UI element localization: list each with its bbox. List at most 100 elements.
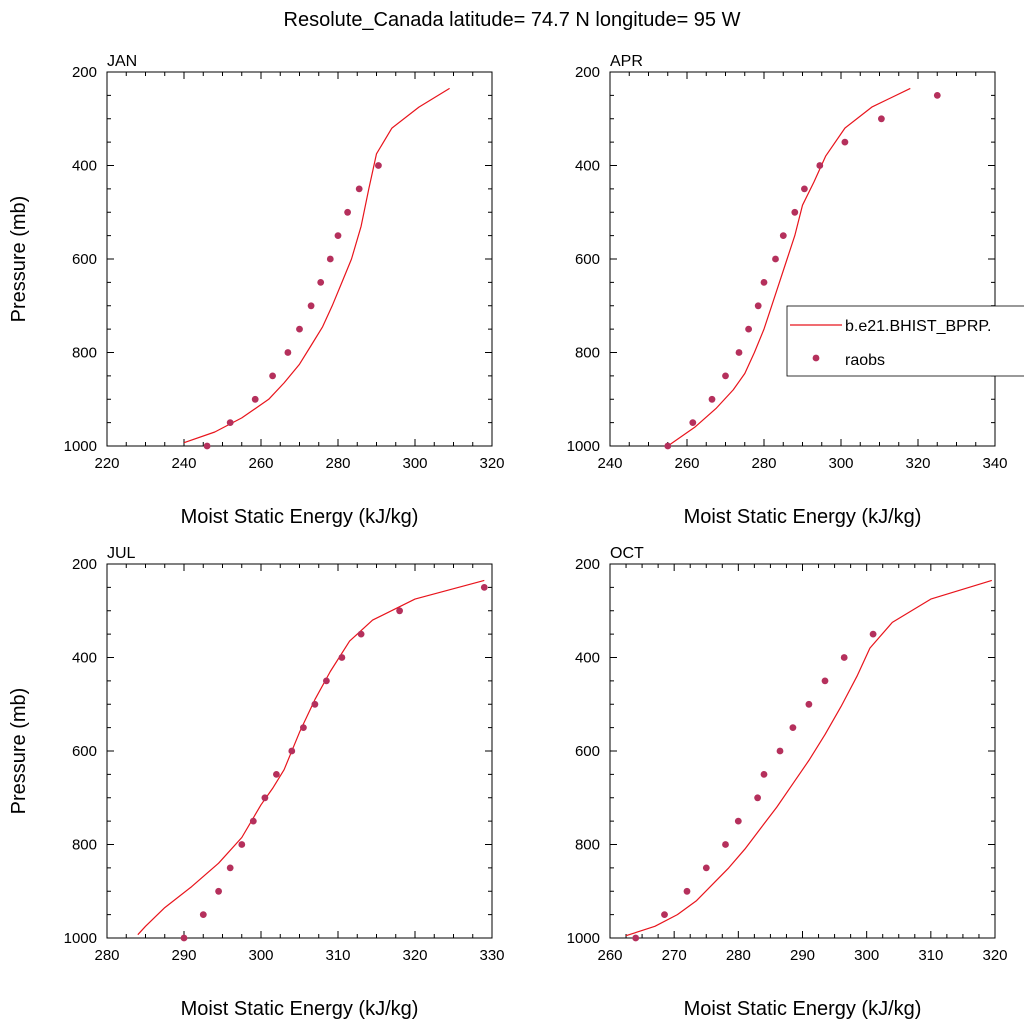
x-tick-label: 320 [479,455,504,472]
raobs-point [683,887,691,895]
raobs-point [722,841,729,848]
raobs-point [480,584,488,591]
y-tick-label: 200 [575,556,600,573]
panel-oct: OCT 260 270 280 290 300 310 320 200 400 600 800 1000… [567,545,1008,1020]
model-series-line [183,87,450,444]
x-tick-label: 240 [171,455,196,472]
raobs-point [323,677,330,685]
x-tick-label: 260 [674,455,699,472]
x-axis-label: Moist Static Energy (kJ/kg) [181,506,419,528]
raobs-point [334,232,342,240]
x-tick-label: 270 [662,947,687,964]
y-tick-label: 1000 [567,438,600,455]
raobs-point [300,724,307,731]
x-tick-label: 300 [248,947,273,964]
legend-model-label: b.e21.BHIST_BPRP. [845,318,991,335]
raobs-point [199,911,207,918]
raobs-point [702,864,710,872]
model-series-line [137,579,485,936]
raobs-point [745,325,752,333]
y-tick-label: 800 [72,837,97,854]
legend-raobs-label: raobs [845,352,885,369]
raobs-point [933,92,941,99]
x-tick-label: 320 [402,947,427,964]
raobs-point [396,607,403,615]
raobs-point [722,372,729,380]
raobs-point [326,255,334,263]
x-tick-label: 310 [325,947,350,964]
y-tick-label: 600 [72,251,97,268]
y-tick-label: 1000 [64,930,97,947]
panel-label: JUL [107,545,136,562]
x-axis-label: Moist Static Energy (kJ/kg) [684,998,922,1020]
raobs-point [317,279,325,286]
y-tick-label: 200 [72,64,97,81]
y-tick-label: 1000 [64,438,97,455]
raobs-point [869,630,877,638]
raobs-point [760,771,768,778]
panels-group: JAN 220 240 260 280 300 320 200 400 600 800 1000 Moi… [8,53,1008,1020]
x-tick-label: 290 [790,947,815,964]
raobs-point [664,442,672,450]
raobs-point [307,302,315,310]
x-tick-label: 290 [171,947,196,964]
x-tick-label: 320 [905,455,930,472]
x-tick-label: 300 [828,455,853,472]
x-tick-label: 280 [751,455,776,472]
raobs-point [760,279,768,286]
raobs-point [661,911,668,918]
raobs-point [251,395,259,403]
y-tick-label: 400 [72,650,97,667]
legend-raobs-marker [812,354,820,362]
raobs-point [632,934,640,942]
raobs-point [355,185,363,193]
legend: b.e21.BHIST_BPRP. raobs [786,305,1024,377]
y-axis-label: Pressure (mb) [8,688,30,815]
y-tick-label: 400 [72,158,97,175]
raobs-point [203,442,211,450]
raobs-point [735,349,743,356]
panel-jan: JAN 220 240 260 280 300 320 200 400 600 800 1000 Moi… [8,53,505,528]
raobs-point [180,934,188,942]
raobs-point [841,138,849,146]
main-title: Resolute_Canada latitude= 74.7 N longitu… [284,9,741,31]
raobs-point [805,700,813,708]
x-tick-label: 320 [982,947,1007,964]
raobs-point [734,817,742,825]
y-tick-label: 1000 [567,930,600,947]
raobs-point [789,724,797,731]
panel-label: OCT [610,545,644,562]
raobs-point [284,349,292,356]
x-tick-label: 220 [94,455,119,472]
raobs-point [754,794,761,802]
x-tick-label: 310 [918,947,943,964]
raobs-point [708,395,716,403]
x-tick-label: 260 [597,947,622,964]
raobs-point [226,864,234,872]
raobs-point [261,794,269,802]
y-tick-label: 400 [575,650,600,667]
model-series-line [625,579,992,937]
y-tick-label: 200 [72,556,97,573]
raobs-point [338,654,346,661]
legend-box [786,305,1024,377]
raobs-point [215,887,223,895]
x-tick-label: 280 [94,947,119,964]
raobs-point [689,419,697,426]
raobs-point [311,700,319,708]
y-tick-label: 200 [575,64,600,81]
x-tick-label: 330 [479,947,504,964]
raobs-point [269,372,276,380]
raobs-point [816,162,824,169]
raobs-point [840,654,848,661]
raobs-point [344,208,351,216]
panel-label: JAN [107,53,137,70]
raobs-point [238,841,246,848]
x-tick-label: 240 [597,455,622,472]
raobs-point [273,771,280,778]
raobs-point [249,817,257,825]
raobs-point [357,630,365,638]
raobs-point [772,255,779,263]
